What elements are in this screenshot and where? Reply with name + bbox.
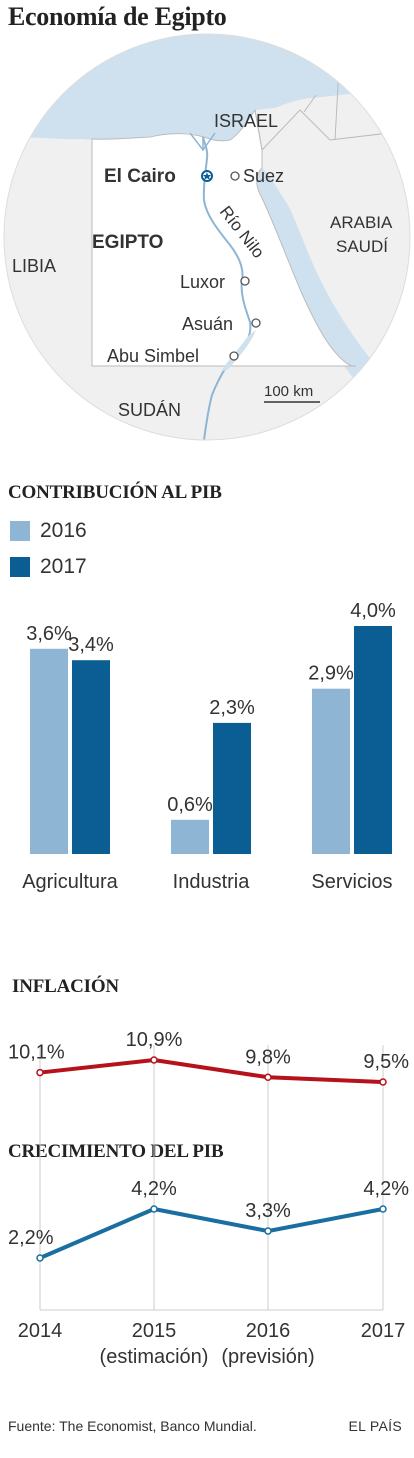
- inflation-label-2014: 10,1%: [8, 1042, 65, 1064]
- inflation-line: [39, 1057, 384, 1084]
- border-lines: [91, 49, 410, 367]
- page-title: Economía de Egipto: [8, 2, 227, 31]
- bar-servicios-2016: [312, 688, 350, 854]
- inflation-point-2015: [150, 1056, 158, 1064]
- bar-agricultura-2017: [72, 660, 110, 854]
- legend-swatch-2017: [10, 557, 30, 577]
- bar-servicios-2017: [354, 626, 392, 854]
- suez-marker: [230, 171, 240, 181]
- gdp-contribution-title: CONTRIBUCIÓN AL PIB: [8, 482, 222, 503]
- inflation-label-2016: 9,8%: [245, 1046, 291, 1068]
- map-frame: [3, 33, 411, 441]
- inflation-point-2017: [379, 1078, 387, 1086]
- label-arabia: ARABIA: [330, 213, 393, 232]
- gdp-growth-label-2016: 3,3%: [245, 1200, 291, 1222]
- bar-label-agricultura-2016: 3,6%: [26, 623, 72, 645]
- luxor-marker: [240, 276, 250, 286]
- el-cairo-star-icon: [203, 172, 211, 180]
- bar-industria-2016: [171, 819, 209, 854]
- x-tick-2017: 2017: [361, 1320, 406, 1342]
- bar-agricultura-2016: [30, 648, 68, 854]
- inflation-point-2016: [264, 1073, 272, 1082]
- inflation-title: INFLACIÓN: [12, 976, 119, 997]
- label-libia: LIBIA: [12, 256, 56, 276]
- legend-label-2017: 2017: [40, 555, 87, 578]
- bar-label-servicios-2017: 4,0%: [350, 600, 396, 622]
- inflation-label-2015: 10,9%: [126, 1029, 183, 1051]
- egypt-map: ISRAEL El Cairo Suez ARABIA SAUDÍ LIBIA …: [3, 33, 411, 441]
- abu-simbel-marker: [229, 351, 239, 361]
- gdp-growth-label-2015: 4,2%: [131, 1178, 177, 1200]
- x-subtick-2016: (previsión): [221, 1346, 314, 1368]
- category-label-agricultura: Agricultura: [22, 871, 118, 893]
- source-note: Fuente: The Economist, Banco Mundial.: [8, 1418, 257, 1434]
- lake-nasser: [222, 330, 256, 371]
- gdp-growth-title: CRECIMIENTO DEL PIB: [8, 1141, 224, 1162]
- label-scale: 100 km: [264, 383, 313, 400]
- bar-label-servicios-2016: 2,9%: [308, 663, 354, 685]
- gdp-growth-point-2015: [150, 1205, 158, 1213]
- x-tick-2014: 2014: [18, 1320, 63, 1342]
- gdp-growth-point-2014: [36, 1254, 44, 1262]
- category-label-industria: Industria: [173, 871, 251, 893]
- legend-2016: 2016: [10, 519, 87, 543]
- asuan-marker: [251, 318, 261, 328]
- inflation-label-2017: 9,5%: [363, 1051, 409, 1073]
- legend-label-2016: 2016: [40, 519, 87, 542]
- label-suez: Suez: [243, 166, 284, 186]
- x-subtick-2015: (estimación): [100, 1346, 209, 1368]
- inflation-point-2014: [36, 1068, 44, 1077]
- gdp-growth-label-2017: 4,2%: [363, 1178, 409, 1200]
- gdp-growth-point-2017: [379, 1205, 387, 1213]
- label-saudi: SAUDÍ: [336, 237, 388, 256]
- label-israel: ISRAEL: [214, 111, 278, 131]
- gdp-growth-label-2014: 2,2%: [8, 1227, 54, 1249]
- category-label-servicios: Servicios: [311, 871, 392, 893]
- gdp-growth-point-2016: [264, 1227, 272, 1235]
- brand-logo-text: EL PAÍS: [348, 1418, 402, 1434]
- label-abu-simbel: Abu Simbel: [107, 346, 199, 366]
- line-chart-axis: 10,1% 10,9% 9,8% 9,5% 2,2% 4,2% 3,3% 4,2% 2014 20…: [8, 1029, 409, 1368]
- bar-label-agricultura-2017: 3,4%: [68, 634, 114, 656]
- label-el-cairo: El Cairo: [104, 166, 176, 187]
- bar-label-industria-2017: 2,3%: [209, 697, 255, 719]
- x-tick-2016: 2016: [246, 1320, 291, 1342]
- bar-chart: 3,6%3,4% Agricultura 0,6% 2,3% Industria 2,9%…: [22, 600, 396, 893]
- bar-label-industria-2016: 0,6%: [167, 794, 213, 816]
- x-tick-2015: 2015: [132, 1320, 177, 1342]
- legend-2017: 2017: [10, 555, 87, 579]
- label-luxor: Luxor: [180, 272, 225, 292]
- label-asuan: Asuán: [182, 314, 233, 334]
- gdp-growth-line: [39, 1206, 384, 1260]
- bar-industria-2017: [213, 722, 251, 854]
- label-sudan: SUDÁN: [118, 400, 181, 420]
- legend-swatch-2016: [10, 521, 30, 541]
- nile-delta: [189, 132, 216, 152]
- label-egipto: EGIPTO: [92, 232, 163, 253]
